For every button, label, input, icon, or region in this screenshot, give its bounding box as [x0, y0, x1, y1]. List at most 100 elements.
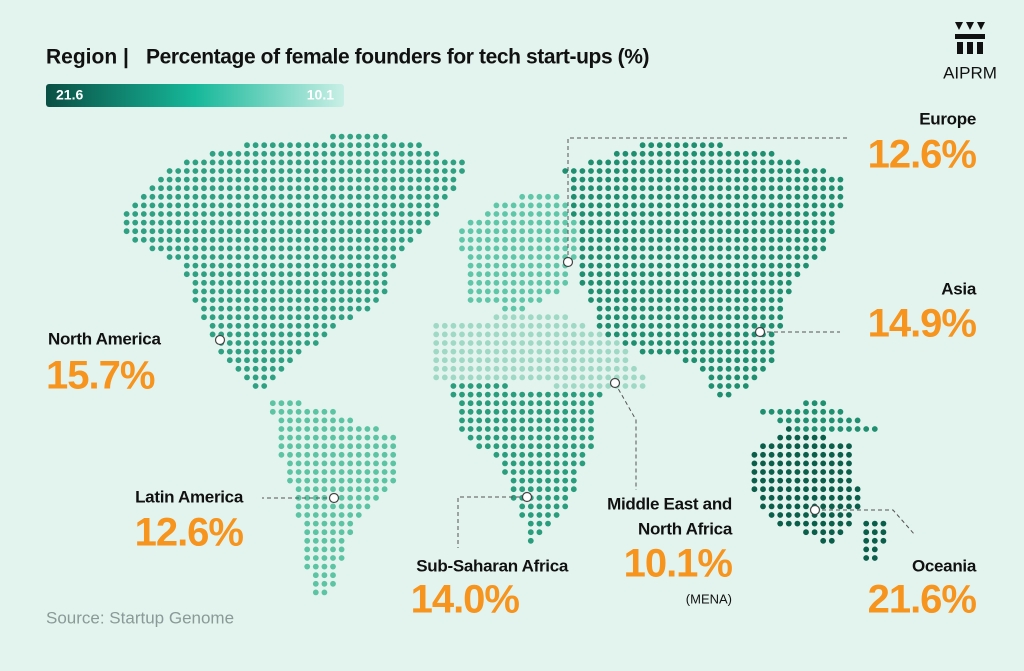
map-dot [312, 219, 319, 226]
map-dot [287, 142, 293, 149]
map-dot [321, 417, 328, 424]
map-dot [725, 185, 732, 192]
map-dot [536, 400, 543, 407]
map-dot [364, 271, 371, 278]
map-dot [588, 168, 594, 174]
map-dot [656, 228, 663, 235]
map-dot [398, 211, 405, 217]
map-dot [777, 443, 784, 450]
map-dot [579, 451, 586, 458]
map-dot [321, 529, 328, 536]
map-dot [209, 297, 216, 303]
map-dot [467, 426, 474, 432]
map-dot [218, 202, 225, 209]
map-dot [699, 211, 706, 217]
map-dot [390, 202, 397, 209]
map-dot [811, 486, 818, 493]
map-dot [691, 245, 698, 252]
map-dot [338, 159, 345, 166]
map-dot [622, 331, 629, 338]
map-dot [631, 340, 637, 346]
map-dot [656, 168, 663, 174]
map-dot [304, 486, 311, 493]
map-dot [338, 486, 345, 493]
map-dot [278, 434, 285, 441]
map-dot [717, 383, 723, 389]
map-dot [777, 512, 784, 518]
map-dot [424, 150, 431, 157]
map-dot [330, 297, 336, 303]
map-dot [708, 150, 715, 157]
map-dot [562, 202, 569, 209]
map-dot [166, 245, 173, 252]
map-dot [588, 434, 594, 441]
map-dot [742, 262, 749, 269]
map-dot [312, 150, 319, 157]
map-dot [287, 211, 293, 217]
map-dot [536, 434, 543, 441]
map-dot [570, 365, 577, 372]
map-dot [519, 211, 526, 217]
map-dot [777, 236, 784, 243]
map-dot [209, 245, 216, 252]
map-dot [261, 365, 268, 372]
map-dot [648, 271, 655, 278]
map-dot [837, 193, 844, 200]
map-dot [760, 494, 766, 501]
map-dot [355, 185, 362, 192]
title-prefix: Region | [46, 46, 129, 69]
map-dot [502, 288, 508, 295]
map-dot [622, 314, 629, 321]
map-dot [287, 202, 293, 209]
map-dot [622, 150, 629, 157]
map-dot [519, 469, 526, 475]
map-dot [201, 271, 207, 278]
map-dot [717, 357, 723, 364]
map-dot [476, 443, 483, 450]
map-dot [347, 451, 354, 458]
map-dot [278, 451, 285, 458]
map-dot [209, 314, 216, 321]
map-dot [631, 168, 637, 174]
map-dot [536, 288, 543, 295]
map-dot [760, 236, 766, 243]
map-dot [768, 185, 775, 192]
map-dot [312, 451, 319, 458]
map-dot [536, 426, 543, 432]
map-dot [407, 185, 414, 192]
map-dot [261, 228, 268, 235]
map-dot [596, 236, 603, 243]
map-dot [742, 348, 749, 355]
map-dot [674, 228, 680, 235]
map-dot [175, 228, 182, 235]
map-dot [536, 193, 543, 200]
map-dot [252, 168, 259, 174]
map-dot [364, 486, 371, 493]
map-dot [338, 176, 345, 183]
map-dot [553, 494, 560, 501]
map-dot [846, 443, 852, 450]
map-dot [545, 193, 551, 200]
map-dot [398, 193, 405, 200]
map-dot [244, 245, 250, 252]
map-dot [570, 460, 577, 467]
map-dot [760, 365, 766, 372]
map-dot [140, 219, 147, 226]
map-dot [725, 193, 732, 200]
map-dot [209, 331, 216, 338]
map-dot [682, 176, 689, 183]
map-dot [381, 288, 388, 295]
map-dot [768, 486, 775, 493]
map-dot [347, 262, 354, 269]
map-dot [803, 254, 809, 260]
map-dot [742, 288, 749, 295]
map-dot [768, 288, 775, 295]
map-dot [390, 451, 397, 458]
map-dot [527, 245, 534, 252]
map-dot [570, 383, 577, 389]
map-dot [295, 288, 302, 295]
map-dot [846, 486, 852, 493]
map-dot [880, 529, 887, 536]
map-dot [631, 185, 637, 192]
map-dot [304, 185, 311, 192]
